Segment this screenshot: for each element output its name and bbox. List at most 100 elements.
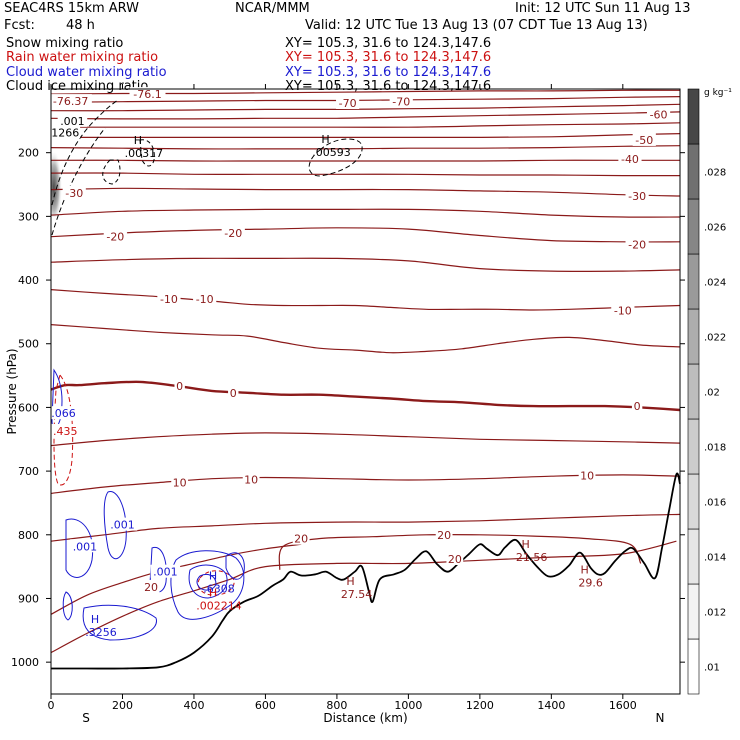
temperature-label-12-bg [157,292,181,306]
colorbar-level-4: .018 [704,443,726,454]
y-tick-label-6: 800 [18,529,39,542]
x-axis-start-label: S [82,711,90,725]
colorbar-bin-10 [687,88,700,145]
mixing-ratio-label-6: .435 [53,425,78,438]
mixing-ratio-label-4-bg [150,564,181,578]
field-snow-xy: XY= 105.3, 31.6 to 124.3,147.6 [285,36,492,51]
maximum-value-7: .002214 [196,599,242,612]
temperature-label-23: 20 [437,529,451,542]
temperature-label-15: 0 [176,380,183,393]
colorbar-bin-6 [687,308,700,365]
temperature-label-15-bg [174,378,185,392]
temperature-contour-minus30-12 [50,187,681,197]
field-cloud-ice-xy: XY= 105.3, 31.6 to 124.3,147.6 [285,79,492,94]
cloud-water-cluster-outer [170,550,245,620]
colorbar-bin-5 [687,363,700,420]
temperature-label-17-bg [631,399,643,413]
field-rain-xy: XY= 105.3, 31.6 to 124.3,147.6 [285,50,492,65]
colorbar-level-1: .012 [704,608,726,619]
forecast-hours: 48 h [66,18,95,33]
temperature-contour-minus10-8 [50,289,681,311]
temperature-contour-0-6 [50,380,681,412]
mixing-ratio-label-5-bg [48,406,79,420]
temperature-label-24: 20 [448,553,462,566]
temperature-label-24-bg [446,551,464,565]
plot-frame [50,88,681,695]
temperature-label-13: -10 [196,293,214,306]
temperature-contour-minus60-18 [50,111,681,120]
temperature-contour-minus50-16 [50,133,681,139]
x-axis-end-label: N [656,711,665,725]
temperature-contour-minus35-13 [50,172,681,177]
cloud-water-contour-5 [82,604,157,641]
mixing-ratio-label-2-bg [107,517,138,531]
init-time: Init: 12 UTC Sun 11 Aug 13 [515,1,691,16]
maximum-value-4: .00593 [312,146,351,159]
temperature-label-4: -60 [650,108,668,121]
temperature-label-11: -20 [628,238,646,251]
colorbar-bin-2 [687,528,700,585]
mixing-ratio-label-1-bg [50,125,81,139]
y-axis-title: Pressure (hPa) [5,348,19,434]
y-tick-label-3: 500 [18,338,39,351]
temperature-label-9: -20 [106,231,124,244]
colorbar-level-3: .016 [704,498,726,509]
snow-contour-upper-left [51,99,119,206]
temperature-label-0-bg [129,87,166,101]
temperature-contour-minus65-19 [50,103,681,112]
mixing-ratio-label-0-bg [57,113,88,127]
y-tick-label-4: 600 [18,401,39,414]
temperature-contour-20-1 [50,543,302,615]
temperature-label-6: -40 [621,153,639,166]
field-cloud-ice-name: Cloud ice mixing ratio [6,79,149,94]
temperature-contour-minus55-17 [50,122,681,128]
x-tick-label-7: 1400 [537,699,565,712]
maximum-value-0: 21.56 [516,551,548,564]
mixing-ratio-label-3-bg [70,539,100,553]
maximum-value-6: .3256 [85,626,117,639]
colorbar-level-9: .028 [704,168,726,179]
snow-contour-small-2 [139,139,155,167]
field-snow-name: Snow mixing ratio [6,36,124,51]
cloud-ice-shading [51,152,65,217]
cloud-water-cluster-inner [188,564,228,599]
temperature-label-20: 10 [580,470,594,483]
temperature-label-23-bg [435,527,453,541]
y-tick-label-8: 1000 [11,656,39,669]
mixing-ratio-label-3: .001 [73,540,98,553]
mixing-ratio-label-2: .001 [110,519,135,532]
temperature-label-2: -70 [339,97,357,110]
temperature-label-12: -10 [160,293,178,306]
colorbar-level-7: .024 [704,278,726,289]
forecast-label: Fcst: [4,18,35,33]
temperature-label-20-bg [578,468,596,482]
temperature-contour-minus70-20 [50,96,681,103]
colorbar-bin-1 [687,583,700,640]
maximum-marker-1: H [581,563,589,576]
maximum-marker-2: H [346,575,354,588]
x-tick-label-6: 1200 [466,699,494,712]
maximum-value-3: .00317 [125,147,164,160]
colorbar-bin-9 [687,143,700,200]
x-tick-label-1: 200 [112,699,133,712]
temperature-label-3-bg [389,94,413,108]
temperature-label-22-bg [292,531,310,545]
temperature-contour-5-5 [50,432,681,447]
temperature-label-22: 20 [294,533,308,546]
colorbar-level-8: .026 [704,223,726,234]
temperature-label-6-bg [618,152,642,166]
temperature-contour-minus5-7 [50,324,681,354]
temperature-contour-10-4 [50,474,681,494]
colorbar-level-0: .01 [704,663,720,674]
colorbar-level-6: .022 [704,333,726,344]
mixing-ratio-label-0: .001 [60,115,85,128]
maximum-marker-6: H [91,613,99,626]
snow-contour-mid [308,138,363,177]
y-tick-label-0: 200 [18,147,39,160]
x-tick-label-8: 1600 [609,699,637,712]
x-tick-label-2: 400 [183,699,204,712]
cloud-water-contour-3 [62,591,73,621]
colorbar-level-5: .02 [704,388,720,399]
temperature-contour-15-3 [50,513,681,542]
